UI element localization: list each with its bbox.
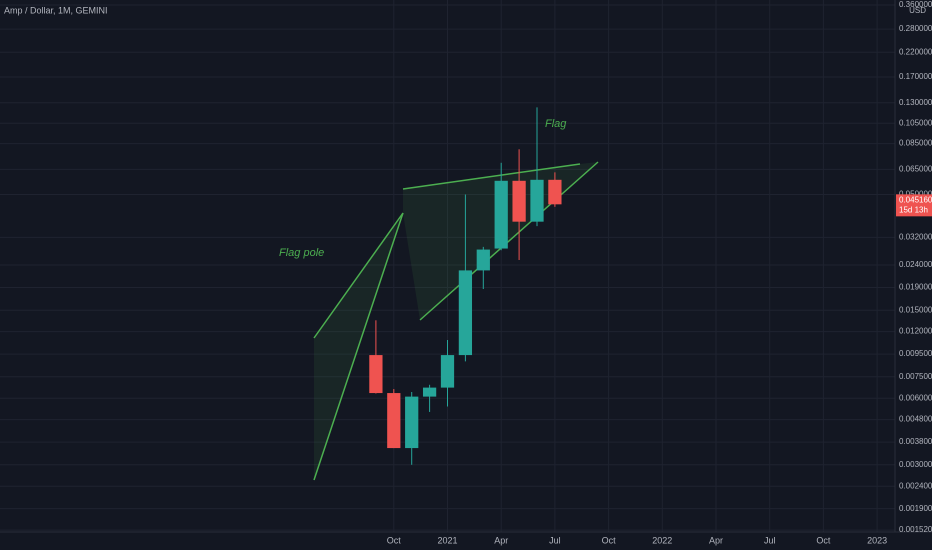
x-tick-label: Jul bbox=[549, 535, 561, 545]
axes: 0.360000 0.280000 0.220000 0.170000 0.130000… bbox=[387, 0, 932, 545]
y-tick-label: 0.004800 bbox=[899, 415, 932, 424]
candles bbox=[369, 107, 562, 465]
candle-body bbox=[530, 179, 544, 222]
candle-body bbox=[387, 393, 401, 449]
flag-line bbox=[402, 163, 581, 190]
candle-body bbox=[369, 355, 383, 394]
candle-body bbox=[422, 387, 437, 397]
y-tick-label: 0.002400 bbox=[899, 481, 932, 490]
x-tick-label: 2021 bbox=[437, 535, 457, 545]
last-price-label: 0.045160 bbox=[899, 195, 932, 204]
x-tick-label: Apr bbox=[709, 535, 723, 545]
x-tick-label: 2022 bbox=[652, 535, 672, 545]
y-tick-label: 0.015000 bbox=[899, 305, 932, 314]
candle-body bbox=[440, 355, 455, 388]
y-tick-label: 0.024000 bbox=[899, 260, 932, 269]
candle-body bbox=[512, 180, 526, 222]
countdown-label: 15d 13h bbox=[899, 205, 928, 214]
y-tick-label: 0.065000 bbox=[899, 164, 932, 173]
y-tick-label: 0.003800 bbox=[899, 437, 932, 446]
y-tick-label: 0.105000 bbox=[899, 118, 932, 127]
y-tick-label: 0.280000 bbox=[899, 24, 932, 33]
y-tick-label: 0.001520 bbox=[899, 525, 932, 534]
candle-body bbox=[494, 180, 508, 249]
y-tick-label: 0.220000 bbox=[899, 47, 932, 56]
candle-body bbox=[458, 270, 473, 356]
y-tick-label: 0.085000 bbox=[899, 139, 932, 148]
flag-line bbox=[419, 161, 599, 321]
y-tick-label: 0.019000 bbox=[899, 283, 932, 292]
chart-title: Amp / Dollar, 1M, GEMINI bbox=[4, 5, 108, 15]
y-tick-label: 0.009500 bbox=[899, 349, 932, 358]
candle-body bbox=[548, 179, 562, 205]
x-tick-label: Oct bbox=[387, 535, 402, 545]
y-tick-label: 0.050000 bbox=[899, 190, 932, 199]
flag-pole-line bbox=[313, 212, 404, 481]
y-tick-label: 0.170000 bbox=[899, 72, 932, 81]
y-tick-label: 0.360000 bbox=[899, 0, 932, 9]
y-tick-label: 0.003000 bbox=[899, 460, 932, 469]
x-tick-label: Jul bbox=[764, 535, 776, 545]
x-tick-label: 2023 bbox=[867, 535, 887, 545]
y-tick-label: 0.006000 bbox=[899, 393, 932, 402]
y-tick-label: 0.130000 bbox=[899, 98, 932, 107]
y-tick-label: 0.032000 bbox=[899, 233, 932, 242]
y-tick-label: 0.012000 bbox=[899, 327, 932, 336]
flag-pole-line bbox=[313, 212, 404, 339]
y-axis-label: USD bbox=[909, 6, 926, 15]
annotation: Flag bbox=[545, 118, 567, 130]
candle-body bbox=[476, 249, 490, 271]
annotation: Flag pole bbox=[279, 247, 324, 259]
y-tick-label: 0.001900 bbox=[899, 504, 932, 513]
x-tick-label: Oct bbox=[602, 535, 617, 545]
candle-body bbox=[405, 396, 419, 449]
x-tick-label: Apr bbox=[494, 535, 508, 545]
x-tick-label: Oct bbox=[816, 535, 831, 545]
y-tick-label: 0.007500 bbox=[899, 372, 932, 381]
last-price-marker bbox=[896, 194, 932, 217]
